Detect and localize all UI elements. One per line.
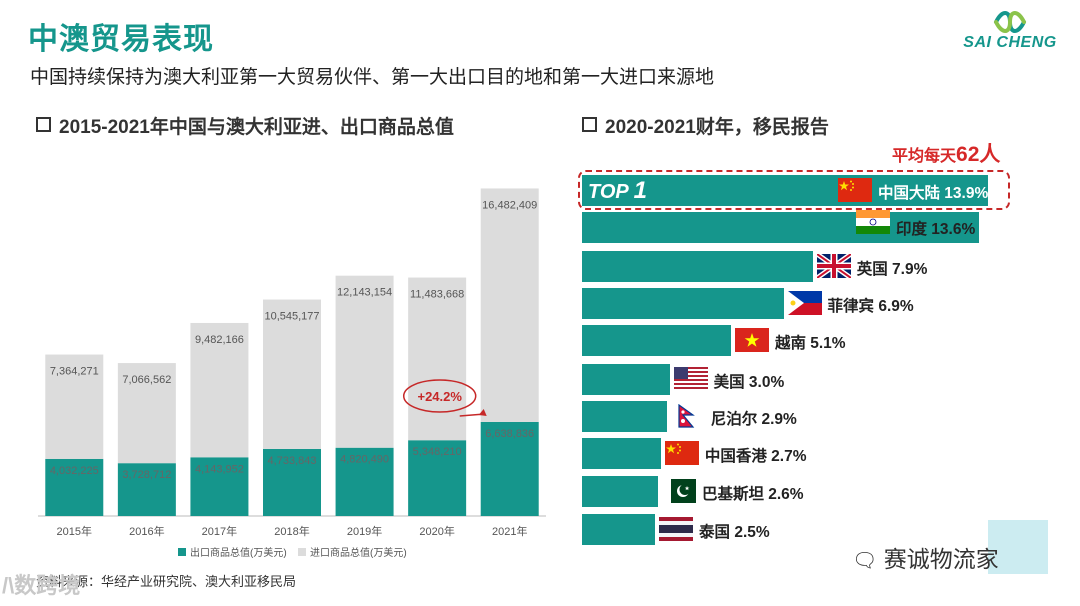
import-value-label: 12,143,154 [337,287,392,299]
top-rank: 1 [633,177,647,204]
bullet-square-icon [36,117,51,132]
export-value-label: 4,733,843 [268,455,317,467]
usa-flag-icon [673,367,708,391]
trade-stacked-bar-chart: 4,032,225 7,364,271 2015年 3,728,712 7,066,56… [38,188,546,559]
watermark-left: /\数跨境 [2,573,81,598]
import-bar-2015年 [45,354,104,459]
vietnam-flag-icon [734,328,769,352]
x-tick-label: 2018年 [274,524,309,538]
migrant-bar-巴基斯坦 [582,476,658,507]
page-title: 中澳贸易表现 [28,23,214,56]
migrant-bar-中国香港 [582,438,661,469]
export-value-label: 4,820,490 [340,454,389,466]
top-highlight-frame [578,170,1010,210]
x-tick-label: 2020年 [419,524,454,538]
x-tick-label: 2019年 [347,524,382,538]
x-tick-label: 2016年 [129,524,164,538]
pakistan-flag-icon [661,479,696,503]
import-value-label: 9,482,166 [195,334,244,346]
migrant-value-label: 美国 3.0% [713,374,785,391]
watermark-right: 🗨 赛诚物流家 [852,540,999,574]
avg-value: 62人 [956,143,1001,166]
migrant-bar-菲律宾 [582,288,784,319]
china-flag-icon [838,178,872,202]
migrant-value-label: 巴基斯坦 2.6% [701,486,804,503]
import-value-label: 16,482,409 [482,199,537,211]
logo-mark-icon [994,11,1026,33]
migrant-value-label: 泰国 2.5% [699,524,770,541]
import-value-label: 10,545,177 [264,311,319,323]
top-1-badge: TOP 1 [588,177,647,205]
migrant-value-label: 中国香港 2.7% [704,448,807,465]
migrant-value-label: 印度 13.6% [896,221,976,238]
export-bar-2021年 [480,421,539,516]
import-bar-2019年 [335,275,394,448]
migrant-bar-中国大陆 [582,175,988,206]
export-value-label: 4,143,952 [195,463,244,475]
export-bar-2019年 [335,447,394,516]
migrant-bar-印度 [582,212,980,243]
top-text: TOP [588,181,629,203]
growth-arrow-head [478,408,487,416]
export-bar-2020年 [408,440,467,516]
import-bar-2017年 [190,322,249,458]
export-value-label: 5,348,210 [413,446,462,458]
export-value-label: 6,638,836 [485,428,534,440]
uk-flag-icon [816,254,851,278]
x-tick-label: 2017年 [202,524,237,538]
migrant-value-label: 越南 5.1% [774,335,846,352]
import-bar-2016年 [117,363,176,464]
avg-prefix: 平均每天 [892,148,957,165]
legend-import-swatch [298,548,306,556]
china-flag-icon [664,441,699,465]
left-section-heading: 2015-2021年中国与澳大利亚进、出口商品总值 [36,112,454,139]
import-bar-2018年 [263,299,321,449]
export-value-label: 4,032,225 [50,465,99,477]
x-tick-label: 2021年 [492,524,527,538]
export-bar-2015年 [45,458,104,516]
migrant-value-label: 尼泊尔 2.9% [710,411,797,428]
migrant-bar-泰国 [582,514,656,545]
thailand-flag-icon [659,517,694,541]
import-bar-2021年 [480,188,539,422]
page-subtitle: 中国持续保持为澳大利亚第一大贸易伙伴、第一大出口目的地和第一大进口来源地 [30,67,715,88]
right-heading-text: 2020-2021财年，移民报告 [605,117,829,138]
migrant-bar-越南 [582,325,731,356]
growth-highlight-circle [402,379,477,413]
legend-export-swatch [178,548,186,556]
india-flag-icon [856,210,890,234]
daily-average-note: 平均每天62人 [892,138,1000,168]
export-bar-2017年 [190,457,249,516]
export-bar-2016年 [117,463,176,516]
migrant-value-label: 英国 7.9% [856,261,928,278]
watermark-square-icon [988,520,1048,574]
migrant-bar-英国 [582,251,813,282]
source-note: 资料来源：华经产业研究院、澳大利亚移民局 [36,574,297,589]
left-heading-text: 2015-2021年中国与澳大利亚进、出口商品总值 [59,117,454,138]
migrant-bar-美国 [582,364,670,395]
right-section-heading: 2020-2021财年，移民报告 [582,112,829,139]
legend-import-label: 进口商品总值(万美元) [310,546,407,559]
import-value-label: 7,364,271 [50,366,99,378]
import-value-label: 7,066,562 [122,374,171,386]
export-value-label: 3,728,712 [122,469,171,481]
migrant-value-label: 中国大陆 13.9% [878,185,989,202]
export-bar-2018年 [263,448,321,516]
wechat-icon: 🗨 [852,550,878,572]
watermark-right-text: 赛诚物流家 [883,546,999,572]
logo-text: SAI CHENG [963,34,1057,51]
legend-export-label: 出口商品总值(万美元) [190,546,287,559]
import-bar-2020年 [408,277,467,441]
migrant-value-label: 菲律宾 6.9% [827,298,914,315]
import-value-label: 11,483,668 [410,289,464,301]
migrant-bar-尼泊尔 [582,401,667,432]
bullet-square-icon [582,117,597,132]
nepal-flag-icon [670,404,705,428]
saicheng-logo: SAI CHENG [958,8,1062,56]
philippines-flag-icon [787,291,822,315]
x-tick-label: 2015年 [57,524,92,538]
growth-annotation-label: +24.2% [417,389,462,404]
